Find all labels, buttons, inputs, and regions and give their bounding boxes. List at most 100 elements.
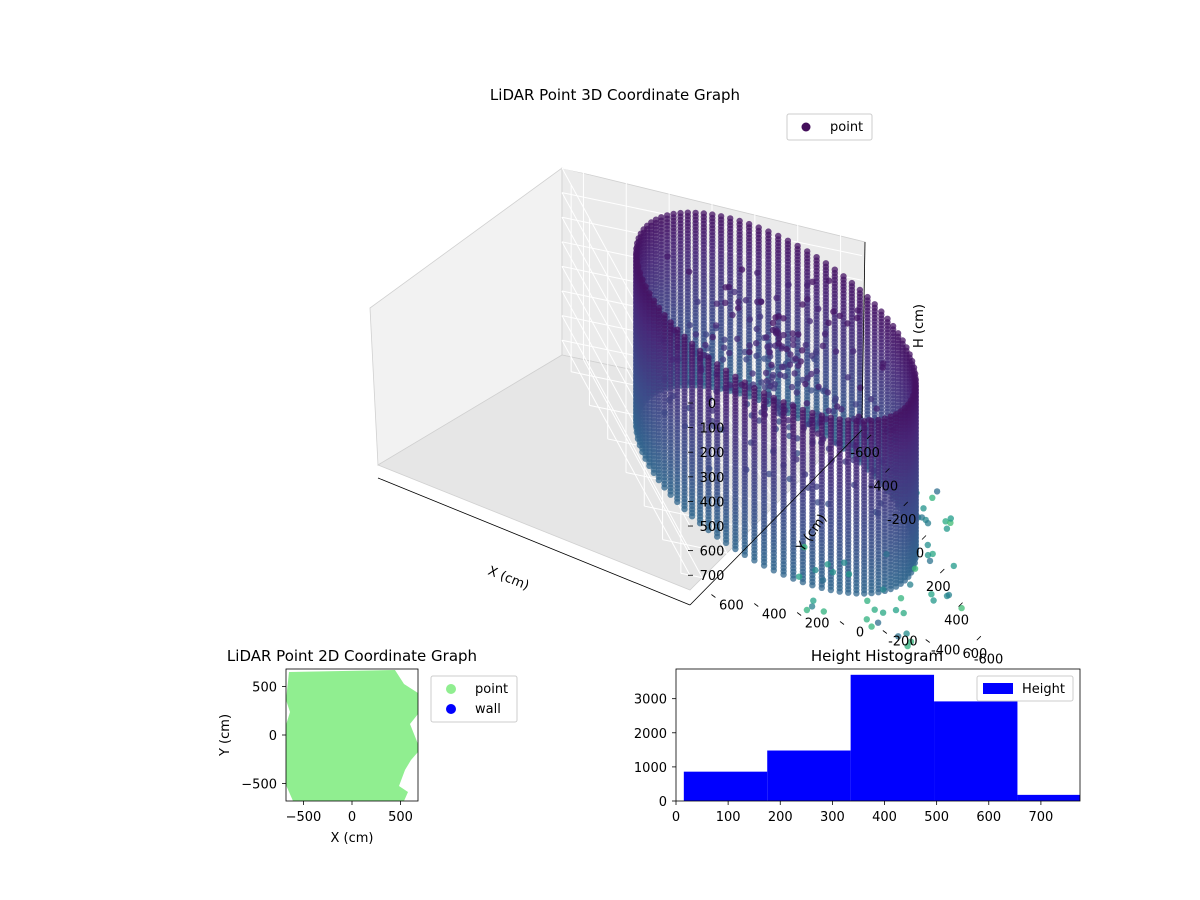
point-3d bbox=[908, 357, 916, 365]
point-3d bbox=[775, 340, 782, 347]
point-3d bbox=[809, 409, 816, 417]
point-3d bbox=[911, 565, 919, 572]
point-3d bbox=[775, 232, 782, 240]
point-3d bbox=[818, 412, 825, 419]
point-3d bbox=[897, 595, 905, 602]
point-3d bbox=[840, 273, 847, 280]
point-3d bbox=[789, 330, 796, 337]
point-3d bbox=[784, 237, 792, 244]
point-3d bbox=[821, 330, 829, 338]
point-3d bbox=[636, 269, 644, 277]
grid-back-z bbox=[561, 315, 691, 551]
point-3d bbox=[906, 351, 913, 358]
point-3d bbox=[848, 279, 856, 287]
point-3d bbox=[702, 341, 709, 349]
point-3d bbox=[790, 403, 797, 410]
point-3d bbox=[790, 341, 797, 349]
point-3d bbox=[769, 319, 777, 327]
point-3d bbox=[875, 416, 882, 424]
points-3d bbox=[633, 209, 965, 650]
point-3d bbox=[864, 293, 871, 301]
point-3d bbox=[652, 216, 660, 223]
point-3d bbox=[761, 355, 768, 362]
point-3d bbox=[765, 391, 773, 399]
point-3d bbox=[889, 322, 897, 330]
point-3d bbox=[910, 364, 918, 371]
point-3d bbox=[899, 337, 906, 344]
point-3d bbox=[824, 561, 831, 568]
y-tick-label-3d: 200 bbox=[805, 617, 830, 632]
point-3d bbox=[705, 354, 712, 361]
point-3d bbox=[772, 314, 779, 321]
x-tick-3d bbox=[921, 535, 927, 540]
point-3d bbox=[844, 374, 852, 381]
point-3d bbox=[894, 330, 902, 337]
point-3d bbox=[734, 335, 741, 342]
y-tick-3d bbox=[796, 612, 802, 616]
point-3d bbox=[804, 248, 811, 255]
point-3d bbox=[947, 515, 954, 522]
point-3d bbox=[754, 269, 761, 276]
point-3d bbox=[836, 416, 843, 423]
point-3d bbox=[863, 616, 870, 623]
point-3d bbox=[879, 586, 887, 593]
point-3d bbox=[831, 266, 838, 273]
point-3d bbox=[812, 349, 820, 356]
point-3d bbox=[804, 295, 811, 303]
chart-3d-title: LiDAR Point 3D Coordinate Graph bbox=[490, 86, 740, 104]
point-3d bbox=[720, 344, 728, 351]
point-3d bbox=[852, 401, 859, 408]
point-3d bbox=[633, 257, 640, 264]
point-3d bbox=[845, 417, 852, 424]
point-3d bbox=[815, 305, 822, 313]
point-3d bbox=[731, 288, 738, 296]
point-3d bbox=[664, 253, 671, 260]
point-3d bbox=[874, 619, 882, 626]
point-3d bbox=[760, 390, 768, 397]
point-3d bbox=[751, 384, 758, 392]
point-3d bbox=[920, 505, 927, 512]
point-3d bbox=[688, 340, 696, 348]
point-3d bbox=[804, 281, 811, 289]
point-3d bbox=[933, 488, 941, 495]
x-tick-label-3d: -400 bbox=[869, 479, 899, 494]
y-tick-3d bbox=[925, 639, 930, 643]
point-3d bbox=[719, 356, 727, 363]
point-3d bbox=[815, 383, 822, 390]
point-3d bbox=[825, 277, 833, 284]
point-3d bbox=[795, 331, 802, 338]
point-3d bbox=[694, 298, 701, 305]
point-3d bbox=[780, 399, 787, 406]
point-3d bbox=[725, 283, 732, 291]
point-3d bbox=[761, 384, 769, 391]
z-tick-label-3d: 200 bbox=[700, 446, 725, 461]
point-3d bbox=[753, 352, 760, 359]
point-3d bbox=[681, 333, 688, 341]
point-3d bbox=[768, 361, 775, 369]
point-3d bbox=[808, 370, 815, 378]
point-3d bbox=[655, 304, 663, 312]
point-3d bbox=[841, 559, 848, 566]
point-3d bbox=[871, 301, 878, 308]
point-3d bbox=[745, 220, 753, 228]
point-3d bbox=[827, 414, 835, 421]
point-3d bbox=[883, 551, 890, 558]
point-3d bbox=[900, 609, 907, 617]
point-3d bbox=[786, 361, 794, 368]
point-3d bbox=[864, 597, 871, 604]
point-3d bbox=[766, 349, 773, 356]
grid-back-z bbox=[561, 339, 691, 576]
point-3d bbox=[749, 370, 756, 377]
y-tick-3d bbox=[754, 603, 759, 607]
point-3d bbox=[774, 330, 782, 337]
point-3d bbox=[773, 294, 780, 302]
point-3d bbox=[806, 317, 813, 325]
x-tick-label-3d: 0 bbox=[916, 547, 924, 562]
point-3d bbox=[658, 214, 665, 221]
point-3d bbox=[901, 405, 908, 412]
point-3d bbox=[765, 228, 772, 235]
point-3d bbox=[903, 344, 910, 351]
point-3d bbox=[912, 370, 919, 377]
point-3d bbox=[794, 380, 801, 387]
point-3d bbox=[799, 406, 807, 414]
